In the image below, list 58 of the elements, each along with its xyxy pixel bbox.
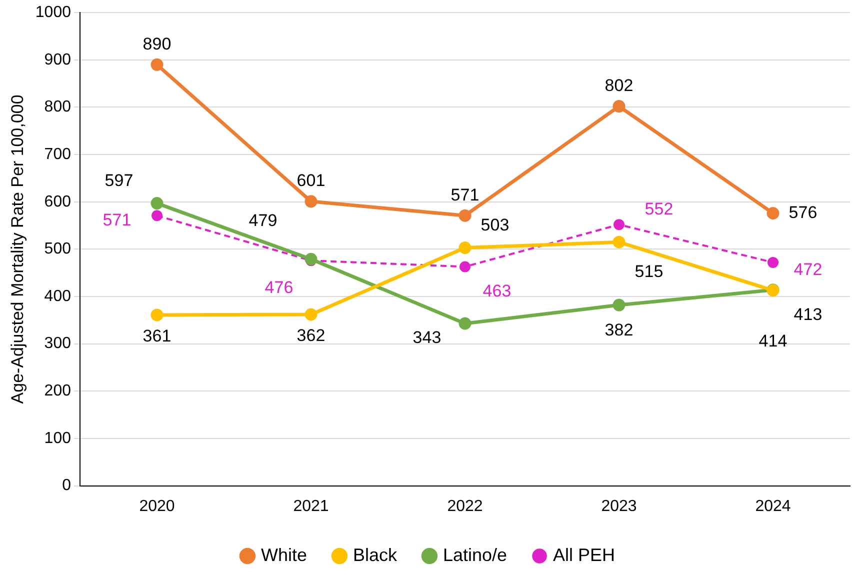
point [459, 261, 470, 272]
data-label: 472 [794, 260, 822, 280]
data-label: 552 [644, 199, 674, 218]
y-tick-label: 300 [44, 335, 72, 352]
point [612, 236, 626, 248]
data-label: 515 [634, 262, 664, 281]
data-label: 343 [412, 328, 442, 348]
data-label: 463 [482, 281, 512, 300]
data-label: 601 [296, 171, 326, 190]
legend-label: White [260, 544, 307, 565]
data-label: 576 [788, 202, 818, 222]
point [150, 197, 164, 210]
x-tick-label: 2020 [139, 498, 175, 515]
x-tick-label: 2024 [755, 498, 791, 515]
point [304, 252, 318, 266]
y-tick-label: 0 [62, 477, 72, 494]
data-label: 597 [104, 170, 134, 190]
data-label: 479 [248, 210, 278, 230]
data-label: 413 [794, 305, 822, 324]
point [458, 317, 472, 330]
point [766, 206, 780, 220]
point [612, 100, 626, 113]
y-tick-label: 100 [44, 430, 72, 447]
y-tick-label: 1000 [35, 4, 72, 22]
data-label: 361 [142, 326, 172, 346]
point [304, 195, 318, 208]
x-tick-label: 2023 [601, 498, 637, 515]
y-axis-title: Age-Adjusted Mortality Rate Per 100,000 [8, 94, 27, 404]
data-label: 503 [480, 215, 510, 234]
y-tick-label: 400 [44, 288, 72, 305]
point [458, 242, 472, 254]
legend-label: All PEH [553, 544, 616, 565]
legend-label: Black [352, 544, 398, 565]
point [612, 298, 626, 312]
y-tick-label: 600 [44, 193, 72, 210]
point [150, 58, 164, 71]
legend-label: Latino/e [442, 544, 508, 565]
point [151, 210, 162, 222]
y-tick-label: 900 [44, 51, 72, 68]
data-label: 414 [758, 332, 788, 351]
data-label: 802 [604, 76, 634, 95]
data-label: 476 [264, 278, 294, 298]
data-label: 382 [604, 320, 634, 340]
y-tick-label: 700 [44, 146, 72, 163]
y-tick-label: 800 [44, 98, 72, 116]
y-tick-label: 500 [44, 240, 72, 258]
data-label: 571 [450, 185, 480, 204]
x-tick-label: 2021 [293, 498, 329, 515]
point [458, 209, 472, 222]
point [304, 308, 318, 321]
data-label: 571 [102, 210, 132, 230]
point [768, 256, 778, 268]
point [614, 219, 624, 230]
point [150, 308, 164, 322]
data-label: 890 [142, 34, 172, 54]
x-tick-label: 2022 [447, 498, 483, 515]
y-tick-label: 200 [44, 382, 72, 400]
data-label: 362 [296, 326, 326, 346]
